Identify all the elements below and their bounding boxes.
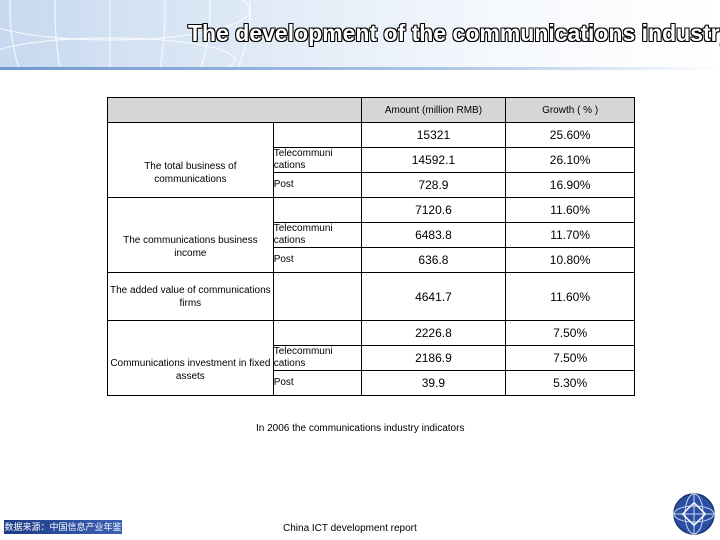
growth-cell: 11.60% [505,197,635,223]
sub-blank [272,320,362,346]
growth-cell: 10.80% [505,247,635,273]
growth-cell: 16.90% [505,172,635,198]
sub-label-telecom: Telecommuni cations [272,222,362,248]
sub-blank [272,272,362,321]
amount-cell: 4641.7 [360,272,507,321]
sub-label-post: Post [272,370,362,396]
globe-logo-icon [673,493,715,535]
growth-cell: 5.30% [505,370,635,396]
sub-label-post: Post [272,172,362,198]
header-blank-cell [107,97,362,123]
table-row: Post 39.9 5.30% [108,370,635,396]
category-income: The communications business income [107,197,274,273]
amount-cell: 39.9 [360,370,507,396]
page-title: The development of the communications in… [188,20,720,46]
table-row: The communications business income 7120.… [107,197,635,273]
table-row: Post 728.9 16.90% [108,172,635,198]
table-row: Telecommuni cations 2186.9 7.50% [108,345,635,371]
category-investment: Communications investment in fixed asset… [107,320,274,396]
table-header-row: Amount (million RMB) Growth ( % ) [107,97,635,123]
growth-cell: 11.70% [505,222,635,248]
amount-cell: 7120.6 [360,197,507,223]
growth-cell: 7.50% [505,345,635,371]
title-banner: The development of the communications in… [0,0,720,70]
amount-cell: 15321 [360,122,507,148]
table-row: Telecommuni cations 14592.1 26.10% [108,147,635,173]
table-row: The total business of communications 153… [107,122,635,198]
globe-graphic [0,0,251,70]
table-row: Communications investment in fixed asset… [107,320,635,396]
header-rule [0,67,720,70]
sub-blank [272,122,362,148]
table-row: Post 636.8 10.80% [108,247,635,273]
sub-blank [272,197,362,223]
indicators-table: Amount (million RMB) Growth ( % ) The to… [107,97,635,396]
growth-cell: 7.50% [505,320,635,346]
sub-label-post: Post [272,247,362,273]
header-amount: Amount (million RMB) [360,97,507,123]
header-growth: Growth ( % ) [505,97,635,123]
footer-banner: 数据来源：中国信息产业年鉴 [4,520,122,534]
sub-label-telecom: Telecommuni cations [272,345,362,371]
amount-cell: 14592.1 [360,147,507,173]
table-row: The added value of communications firms … [107,272,635,321]
amount-cell: 6483.8 [360,222,507,248]
growth-cell: 26.10% [505,147,635,173]
amount-cell: 2226.8 [360,320,507,346]
growth-cell: 25.60% [505,122,635,148]
growth-cell: 11.60% [505,272,635,321]
amount-cell: 728.9 [360,172,507,198]
amount-cell: 636.8 [360,247,507,273]
table-caption: In 2006 the communications industry indi… [256,423,465,434]
category-total: The total business of communications [107,122,274,198]
amount-cell: 2186.9 [360,345,507,371]
sub-label-telecom: Telecommuni cations [272,147,362,173]
source-note: China ICT development report [283,523,417,534]
category-added: The added value of communications firms [107,272,274,321]
